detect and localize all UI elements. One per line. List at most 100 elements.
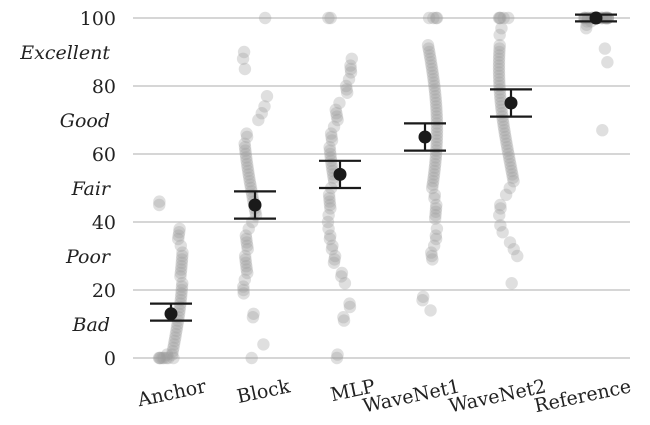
rating-point [322,222,335,235]
rating-point [429,209,442,222]
rating-point [504,158,517,171]
rating-point [430,124,444,137]
rating-point [492,73,506,86]
rating-point [176,249,189,263]
rating-point [507,243,520,256]
rating-point [493,39,506,52]
rating-point [506,171,520,184]
rating-point [240,127,253,140]
rating-point [426,175,440,188]
rating-point [493,45,506,59]
mean-marker [504,96,518,110]
rating-point [331,113,344,127]
rating-point [162,351,175,365]
rating-point [175,283,188,297]
rating-point [243,175,256,188]
rating-point [601,56,614,69]
rating-point [238,137,251,150]
rating-point [423,45,436,59]
rating-point [241,266,254,280]
rating-point [237,287,250,300]
rating-point [240,263,253,276]
rating-point [325,134,339,147]
rating-point [503,154,516,167]
rating-point [337,314,351,327]
mean-marker [589,11,603,25]
rating-point [425,249,439,263]
rating-point [176,277,189,290]
rating-point [504,161,518,174]
rating-point [429,93,442,106]
rating-point [425,246,438,259]
quality-label-excellent: Excellent [19,42,110,64]
rating-point [239,144,252,157]
rating-point [329,103,342,117]
rating-point [323,141,336,154]
rating-point [495,103,508,117]
rating-point [330,351,344,365]
rating-point [171,232,185,246]
rating-point [168,334,181,348]
rating-point [174,290,188,303]
rating-point [427,11,440,25]
rating-point [430,130,444,144]
rating-point [157,351,171,365]
rating-point [503,181,516,195]
rating-point [242,222,255,235]
x-category-label-block: Block [235,375,293,408]
rating-point [494,202,507,215]
rating-point [326,239,339,252]
rating-point [493,209,506,222]
rating-point [335,266,349,280]
rating-point [333,96,346,110]
rating-point [424,56,438,69]
rating-point [238,62,252,76]
rating-point [328,253,341,266]
rating-point [497,117,510,130]
rating-point [493,90,507,103]
rating-point [240,236,253,249]
rating-point [322,11,335,25]
rating-point [430,103,443,117]
rating-point [175,280,189,293]
rating-point [252,113,265,127]
rating-point [493,49,506,62]
y-tick-label: 0 [104,348,116,370]
rating-point [245,351,258,365]
rating-point [426,178,439,191]
rating-point [323,198,337,212]
rating-point [429,232,443,246]
rating-point [503,236,517,249]
rating-point [337,311,350,324]
rating-point [429,90,442,103]
rating-point [324,229,337,242]
rating-point [325,130,338,144]
rating-point [172,226,186,239]
rating-point [429,11,443,25]
rating-point [422,11,436,25]
rating-point [511,249,524,263]
y-tick-label: 60 [92,144,116,166]
quality-label-bad: Bad [72,314,110,336]
rating-point [344,62,357,76]
rating-point [492,56,506,69]
rating-point [430,198,443,212]
x-category-label-reference: Reference [532,375,633,417]
rating-point [430,110,443,123]
rating-point [428,83,441,96]
rating-point [427,171,440,184]
rating-point [255,107,268,120]
rating-point [241,164,255,178]
rating-point [174,266,187,280]
rating-point [241,243,254,256]
mean-marker [164,307,178,321]
rating-point [494,93,507,106]
rating-point [427,168,441,181]
rating-point [165,348,179,361]
rating-point [493,42,506,55]
rating-point [258,100,271,113]
rating-point [153,351,166,365]
rating-point [339,79,353,93]
rating-point [240,232,253,246]
